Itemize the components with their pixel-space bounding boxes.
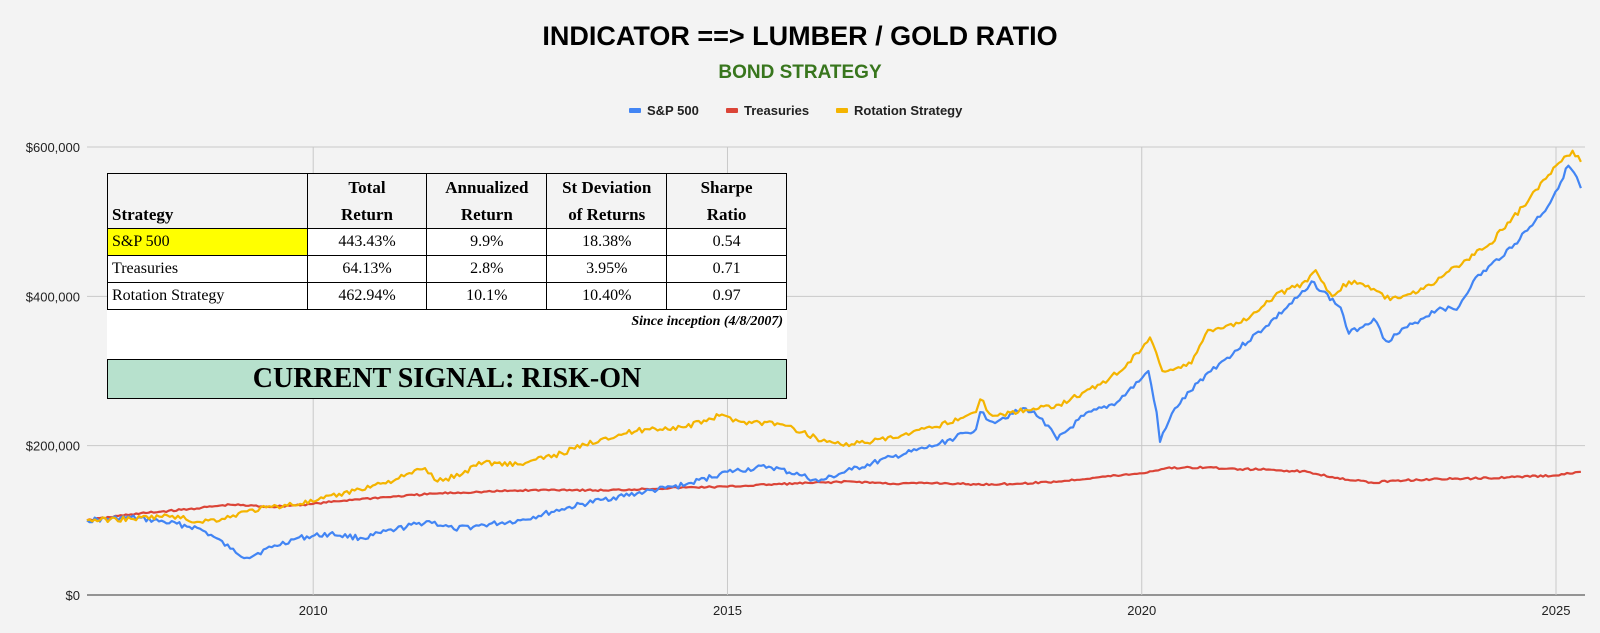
col-header-strategy: Strategy (107, 173, 308, 229)
x-tick-label: 2020 (1127, 603, 1156, 618)
chart-title: INDICATOR ==> LUMBER / GOLD RATIO (542, 21, 1057, 51)
chart-subtitle: BOND STRATEGY (718, 62, 882, 83)
series-line-rotation-strategy (86, 149, 1582, 524)
row-sharpe-ratio: 0.71 (666, 255, 787, 283)
current-signal-banner: CURRENT SIGNAL: RISK-ON (107, 359, 787, 399)
series-line-treasuries (86, 465, 1581, 522)
legend-swatch (836, 108, 848, 113)
row-total-return: 443.43% (306, 228, 428, 256)
legend-label: Rotation Strategy (854, 103, 963, 118)
row-strategy-name: Treasuries (107, 255, 308, 283)
y-tick-label: $200,000 (26, 439, 80, 454)
plot-area (86, 149, 1582, 560)
table-row: Treasuries 64.13% 2.8% 3.95% 0.71 (107, 255, 787, 283)
table-row: Rotation Strategy 462.94% 10.1% 10.40% 0… (107, 282, 787, 310)
col-header-annualized-return: Annualized Return (426, 173, 548, 229)
row-strategy-name: Rotation Strategy (107, 282, 308, 310)
since-inception-note: Since inception (4/8/2007) (631, 314, 783, 329)
row-sharpe-ratio: 0.97 (666, 282, 787, 310)
y-tick-label: $400,000 (26, 289, 80, 304)
row-total-return: 64.13% (306, 255, 428, 283)
col-header-st-deviation: St Deviation of Returns (546, 173, 668, 229)
row-annualized-return: 2.8% (426, 255, 548, 283)
x-tick-label: 2015 (713, 603, 742, 618)
table-row: S&P 500 443.43% 9.9% 18.38% 0.54 (107, 228, 787, 256)
row-st-deviation: 10.40% (546, 282, 668, 310)
row-strategy-name: S&P 500 (107, 228, 308, 256)
y-tick-label: $0 (66, 588, 80, 603)
note-box: Since inception (4/8/2007) (107, 310, 787, 359)
y-axis: $0 $200,000 $400,000 $600,000 (26, 140, 80, 603)
row-total-return: 462.94% (306, 282, 428, 310)
stats-table: Strategy Total Return Annualized Return St… (107, 173, 787, 310)
row-annualized-return: 10.1% (426, 282, 548, 310)
y-tick-label: $600,000 (26, 140, 80, 155)
x-axis: 2010 2015 2020 2025 (299, 603, 1571, 618)
x-tick-label: 2025 (1542, 603, 1571, 618)
table-header-row: Strategy Total Return Annualized Return St… (107, 173, 787, 229)
legend-label: Treasuries (744, 103, 809, 118)
row-annualized-return: 9.9% (426, 228, 548, 256)
legend-label: S&P 500 (647, 103, 699, 118)
stats-overlay: Strategy Total Return Annualized Return St… (107, 173, 787, 399)
row-st-deviation: 3.95% (546, 255, 668, 283)
row-sharpe-ratio: 0.54 (666, 228, 787, 256)
series-line-sp500 (86, 164, 1582, 560)
legend-swatch (726, 108, 738, 113)
x-tick-label: 2010 (299, 603, 328, 618)
col-header-sharpe-ratio: Sharpe Ratio (666, 173, 787, 229)
legend: S&P 500 Treasuries Rotation Strategy (629, 103, 963, 118)
col-header-total-return: Total Return (306, 173, 428, 229)
row-st-deviation: 18.38% (546, 228, 668, 256)
legend-swatch (629, 108, 641, 113)
